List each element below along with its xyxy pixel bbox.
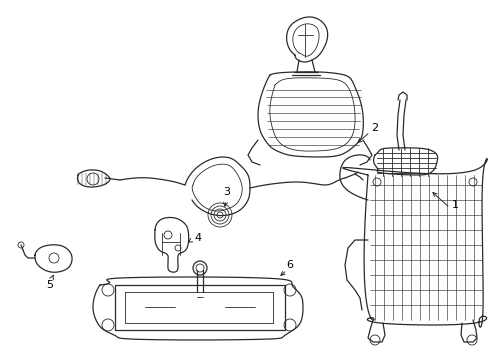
Text: 1: 1 <box>450 200 458 210</box>
Text: 4: 4 <box>194 233 201 243</box>
Text: 6: 6 <box>286 260 293 270</box>
Text: 3: 3 <box>223 187 230 197</box>
Text: 5: 5 <box>46 280 53 290</box>
Text: 2: 2 <box>371 123 378 133</box>
